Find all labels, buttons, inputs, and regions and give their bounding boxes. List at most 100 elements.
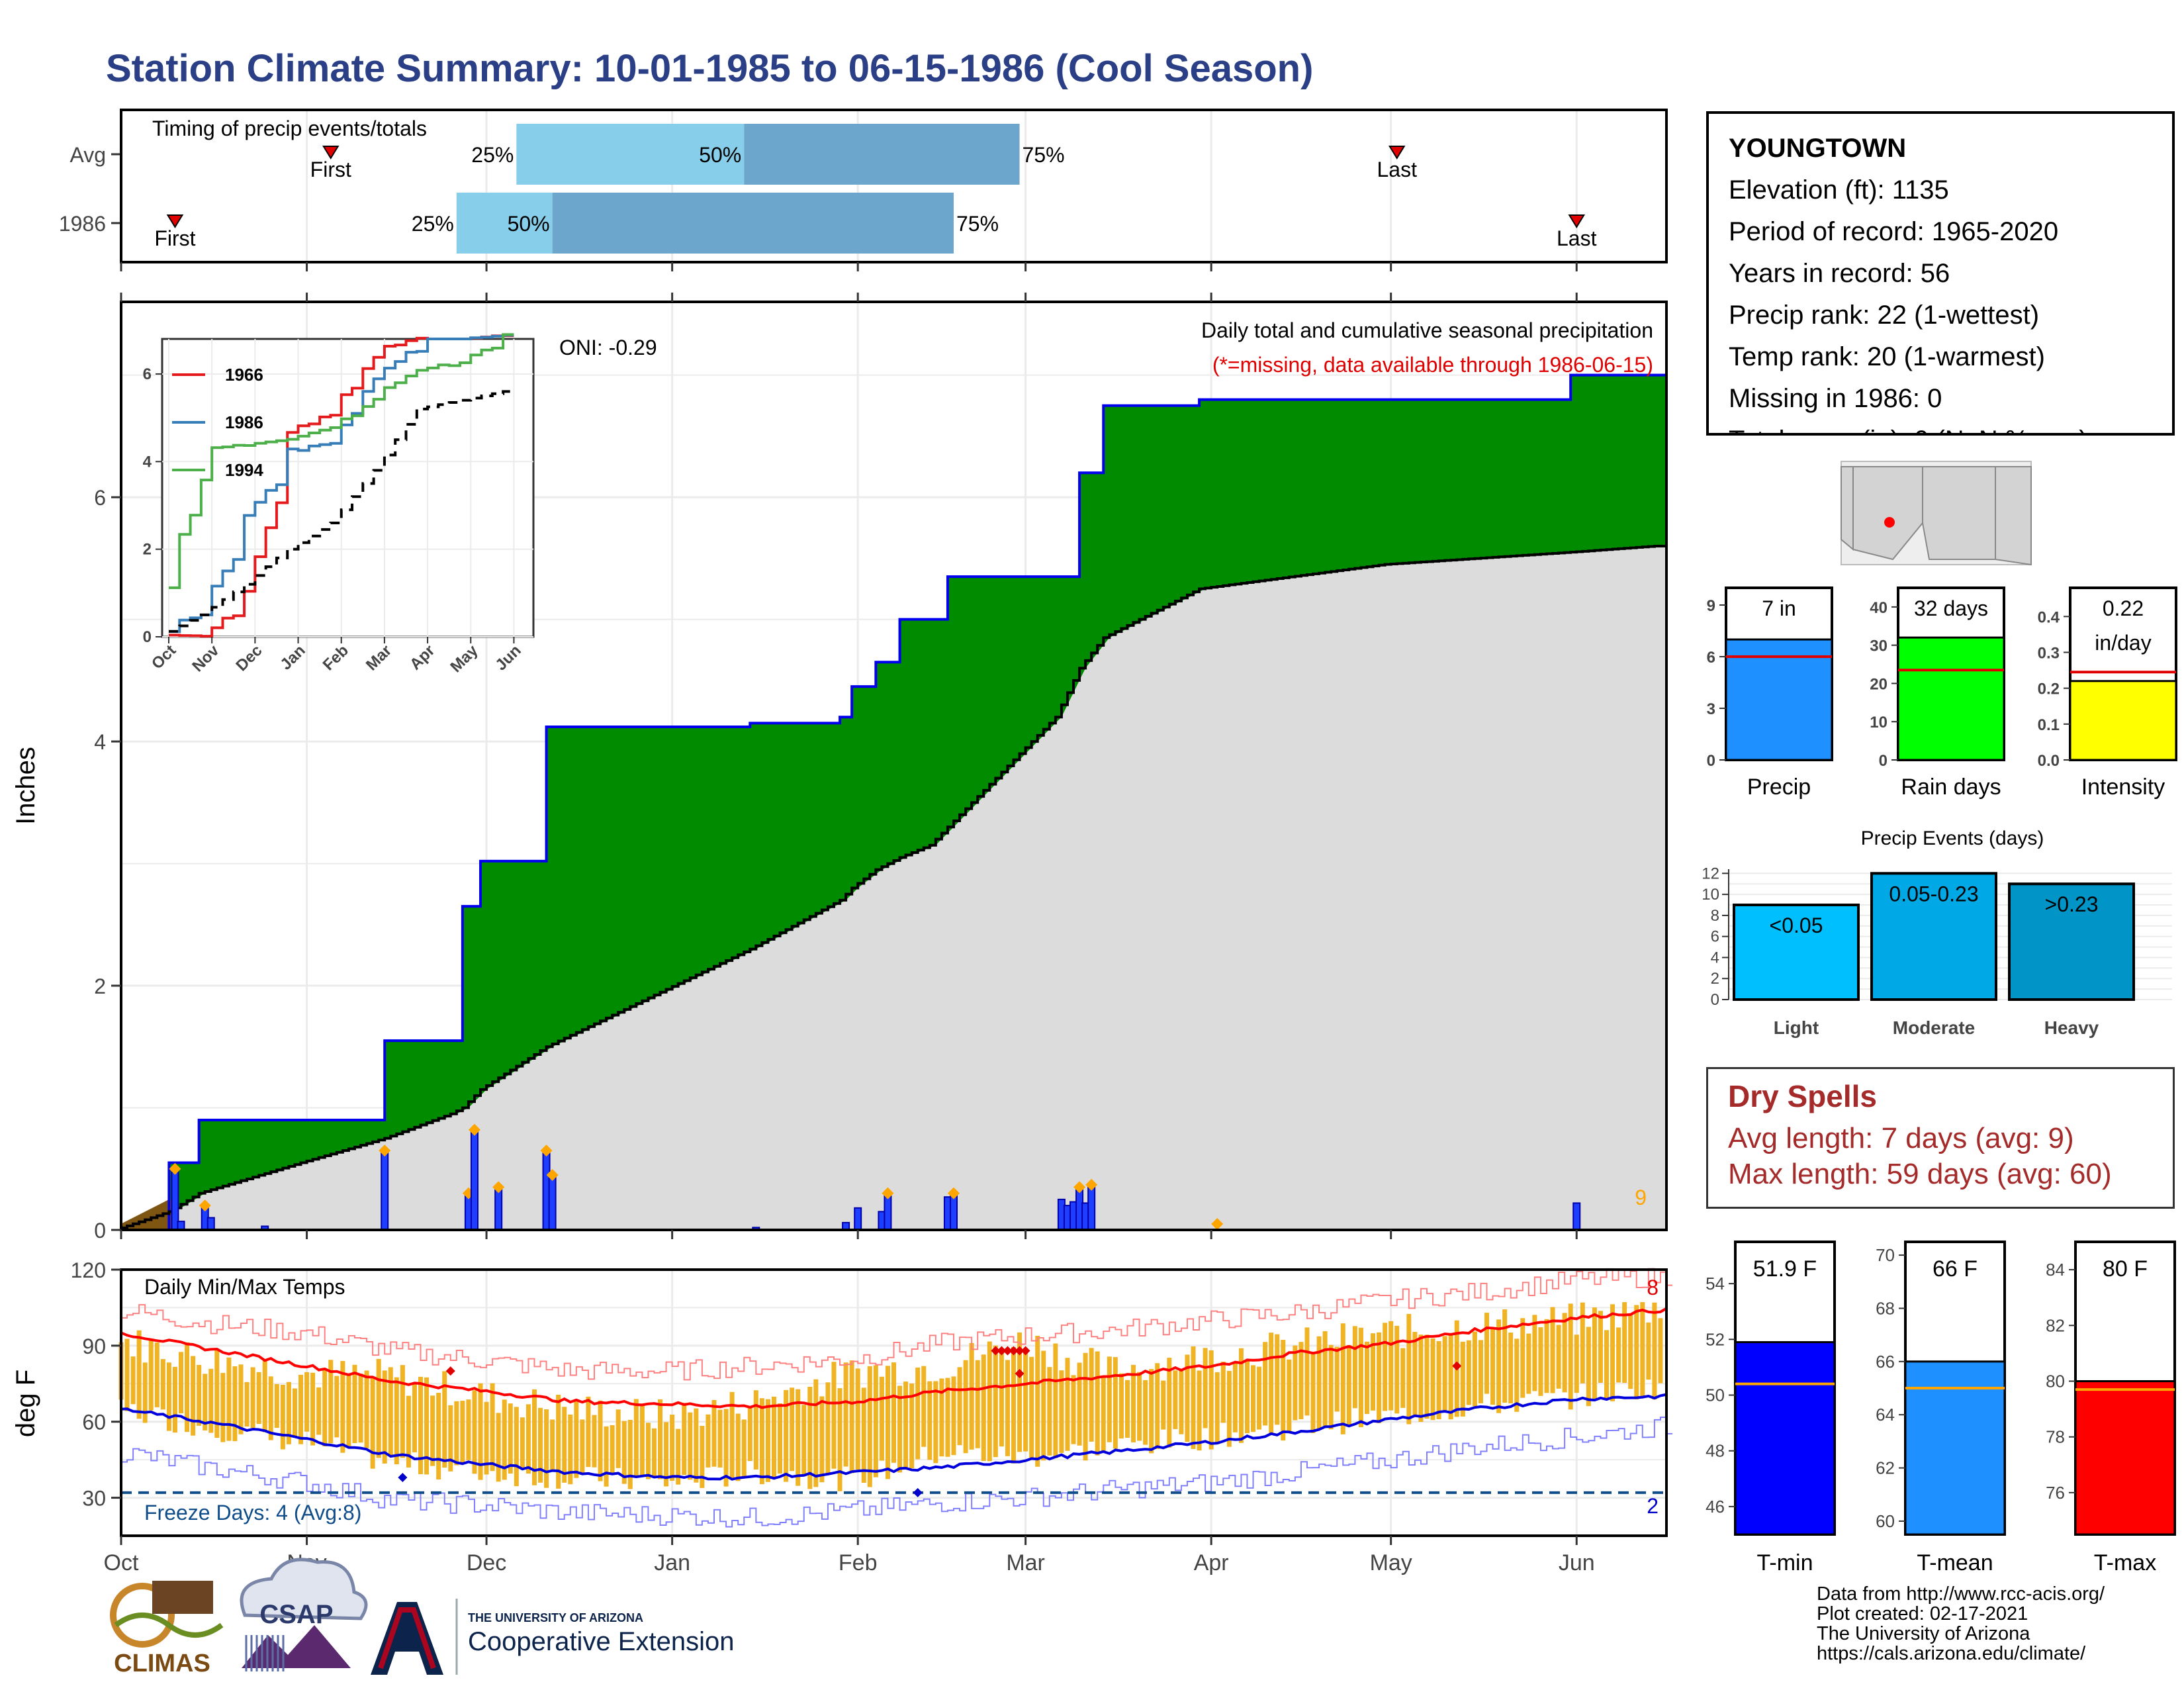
temp-daily-bar bbox=[1269, 1333, 1274, 1435]
station-info-box: YOUNGTOWN Elevation (ft): 1135 Period of… bbox=[1706, 111, 2175, 436]
dry-max-text: Max length: 59 days (avg: 60) bbox=[1728, 1158, 2112, 1190]
temp-daily-bar bbox=[1508, 1333, 1514, 1403]
temp-daily-bar bbox=[1622, 1302, 1627, 1383]
temp-daily-bar bbox=[633, 1399, 639, 1478]
temp-daily-bar bbox=[658, 1399, 663, 1479]
temp-daily-bar bbox=[1322, 1331, 1328, 1428]
temp-daily-bar bbox=[1640, 1302, 1645, 1397]
temp-x-label: Feb bbox=[839, 1550, 878, 1575]
tbar-y-label: 60 bbox=[1876, 1511, 1895, 1531]
summary-y-label: 0.2 bbox=[2038, 680, 2060, 698]
temp-record-marker bbox=[1015, 1346, 1024, 1356]
temp-daily-bar bbox=[220, 1373, 226, 1442]
inset-y-label: 6 bbox=[143, 365, 152, 383]
temp-daily-bar bbox=[550, 1419, 555, 1471]
credit-source: Data from http://www.rcc-acis.org/ bbox=[1817, 1583, 2105, 1605]
inset-legend-label: 1966 bbox=[225, 365, 263, 385]
temp-daily-bar bbox=[987, 1341, 992, 1462]
precip-surplus-area bbox=[121, 375, 1666, 1230]
precip-title: Daily total and cumulative seasonal prec… bbox=[1201, 318, 1653, 342]
temp-daily-bar bbox=[370, 1378, 375, 1469]
temp-daily-bar bbox=[154, 1342, 159, 1407]
temp-daily-bar bbox=[1562, 1313, 1567, 1393]
temp-daily-bar bbox=[1208, 1350, 1214, 1450]
timing-marker-first bbox=[322, 146, 340, 160]
summary-value-label: 0.22 bbox=[2103, 596, 2144, 620]
credit-url: https://cals.arizona.edu/climate/ bbox=[1817, 1643, 2086, 1664]
climas-logo-wave bbox=[114, 1613, 224, 1638]
temp-daily-bar bbox=[915, 1367, 921, 1460]
freeze-days-label: Freeze Days: 4 (Avg:8) bbox=[144, 1501, 361, 1524]
temp-daily-bar bbox=[1436, 1340, 1441, 1420]
tbar-y-label: 50 bbox=[1706, 1385, 1725, 1405]
page-title: Station Climate Summary: 10-01-1985 to 0… bbox=[106, 47, 1314, 90]
temp-daily-bar bbox=[1059, 1370, 1064, 1453]
temp-daily-bar bbox=[1167, 1358, 1172, 1448]
temp-daily-bar bbox=[1113, 1357, 1118, 1449]
temp-daily-bar bbox=[544, 1409, 549, 1488]
temp-daily-bar bbox=[1568, 1303, 1573, 1410]
summary-y-label: 40 bbox=[1870, 599, 1888, 617]
temp-x-label: Jun bbox=[1559, 1550, 1595, 1575]
csap-logo-text: CSAP bbox=[259, 1600, 333, 1629]
temp-daily-bar bbox=[274, 1383, 279, 1428]
temp-daily-bar bbox=[1005, 1360, 1010, 1456]
temp-daily-bar bbox=[1257, 1366, 1262, 1430]
temp-daily-bar bbox=[1281, 1340, 1286, 1441]
inset-y-label: 0 bbox=[143, 628, 152, 646]
temp-daily-bar bbox=[1574, 1335, 1579, 1393]
missing-text: Missing in 1986: 0 bbox=[1729, 384, 1942, 413]
ua-logo-a-inner bbox=[378, 1607, 436, 1669]
events-y-label: 10 bbox=[1702, 886, 1719, 904]
summary-y-label: 0.3 bbox=[2038, 645, 2060, 663]
csap-logo-mountains bbox=[242, 1625, 351, 1668]
temp-daily-bar bbox=[1377, 1332, 1382, 1423]
temp-daily-bar bbox=[1137, 1372, 1142, 1441]
temp-daily-bar bbox=[244, 1382, 250, 1427]
temp-daily-bar bbox=[1203, 1348, 1208, 1429]
precip-subtitle: (*=missing, data available through 1986-… bbox=[1212, 353, 1653, 377]
tbar-y-label: 64 bbox=[1876, 1405, 1895, 1425]
temp-x-label: Apr bbox=[1194, 1550, 1229, 1575]
temp-daily-bar bbox=[484, 1401, 489, 1475]
timing-frame bbox=[120, 109, 1668, 263]
precip-daily-bar bbox=[548, 1174, 557, 1231]
temp-daily-bar bbox=[1388, 1321, 1394, 1411]
timing-label-last: Last bbox=[1377, 158, 1417, 181]
temp-daily-bar bbox=[1029, 1356, 1034, 1458]
temp-daily-bar bbox=[801, 1405, 807, 1477]
temp-daily-bar bbox=[723, 1409, 729, 1487]
temp-daily-bar bbox=[1185, 1354, 1190, 1442]
temp-daily-bar bbox=[747, 1407, 752, 1462]
temp-record-marker bbox=[1009, 1346, 1019, 1356]
temp-daily-bar bbox=[825, 1382, 831, 1474]
temp-daily-bar bbox=[604, 1426, 609, 1487]
temp-daily-bar bbox=[226, 1357, 232, 1441]
temp-record-marker bbox=[445, 1366, 455, 1376]
temp-daily-bar bbox=[717, 1409, 723, 1468]
temp-record-marker bbox=[991, 1346, 1001, 1356]
temp-daily-bar bbox=[586, 1396, 591, 1468]
temp-y-label: 90 bbox=[82, 1335, 106, 1358]
temp-daily-bar bbox=[933, 1381, 938, 1464]
temp-daily-bar bbox=[1287, 1359, 1292, 1432]
temp-daily-bar bbox=[531, 1389, 537, 1485]
temp-record-marker bbox=[398, 1472, 408, 1482]
temp-daily-bar bbox=[1220, 1362, 1226, 1423]
precip-frame bbox=[120, 301, 1668, 1231]
temp-daily-bar bbox=[496, 1413, 501, 1482]
summary-y-label: 0.1 bbox=[2038, 716, 2060, 734]
tbar-t-mean bbox=[1904, 1360, 2006, 1536]
timing-panel: 25% 50% 75% First Last Avg 25% 50% 75% First Last 1… bbox=[59, 109, 1668, 271]
temp-daily-bar bbox=[945, 1378, 950, 1457]
events-x-label: Moderate bbox=[1893, 1017, 1975, 1038]
temp-daily-bar bbox=[1466, 1340, 1471, 1405]
temp-daily-bar bbox=[837, 1388, 842, 1491]
temp-daily-bar bbox=[352, 1364, 357, 1443]
precip-event-marker bbox=[199, 1199, 211, 1212]
temp-daily-bar bbox=[1107, 1356, 1112, 1442]
events-y-label: 6 bbox=[1711, 928, 1719, 946]
temp-daily-bar bbox=[1592, 1307, 1597, 1400]
station-name: YOUNGTOWN bbox=[1729, 134, 1907, 163]
temp-daily-bar bbox=[1214, 1372, 1220, 1444]
